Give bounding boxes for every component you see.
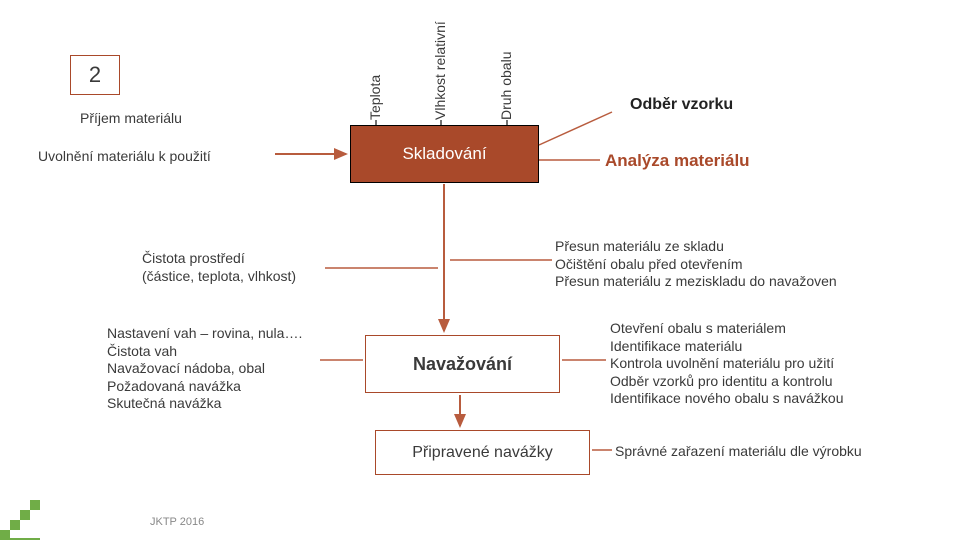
box-skladovani: Skladování bbox=[350, 125, 539, 183]
vlabel-teplota: Teplota bbox=[367, 25, 383, 120]
label-odber: Odběr vzorku bbox=[630, 95, 733, 115]
label-analyza: Analýza materiálu bbox=[605, 150, 750, 171]
box-navazovani: Navažování bbox=[365, 335, 560, 393]
vlabel-druh: Druh obalu bbox=[498, 28, 514, 120]
slide-number: 2 bbox=[70, 55, 120, 95]
text-nastaveni: Nastavení vah – rovina, nula…. Čistota v… bbox=[107, 325, 317, 413]
label-prijem: Příjem materiálu bbox=[80, 110, 182, 128]
box-pripravene: Připravené navážky bbox=[375, 430, 590, 475]
text-spravne: Správné zařazení materiálu dle výrobku bbox=[615, 443, 862, 461]
text-presun: Přesun materiálu ze skladu Očištění obal… bbox=[555, 238, 837, 291]
footer: JKTP 2016 bbox=[150, 516, 204, 528]
text-cistota-prostredi: Čistota prostředí (částice, teplota, vlh… bbox=[142, 250, 296, 285]
vlabel-vlhkost: Vlhkost relativní bbox=[432, 0, 448, 120]
label-uvolneni: Uvolnění materiálu k použití bbox=[38, 148, 211, 166]
text-otevreni: Otevření obalu s materiálem Identifikace… bbox=[610, 320, 844, 408]
deco-stairs bbox=[0, 470, 70, 540]
